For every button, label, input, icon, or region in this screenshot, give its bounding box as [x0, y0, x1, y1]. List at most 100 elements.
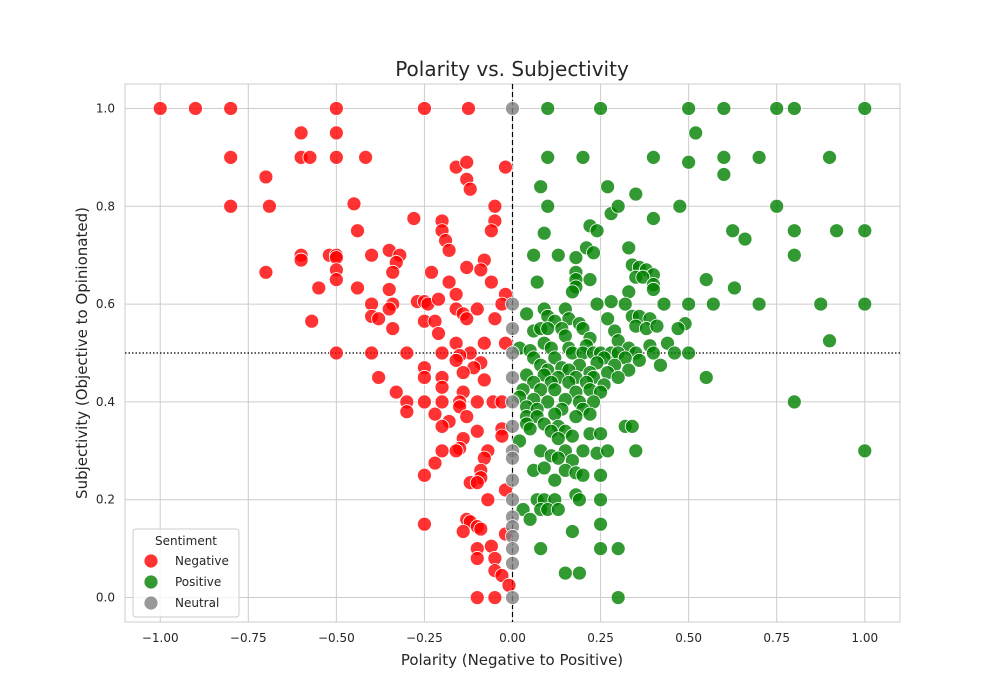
- point-neutral: [505, 296, 520, 312]
- point-positive: [572, 492, 587, 508]
- point-positive: [751, 296, 767, 312]
- point-positive: [600, 179, 616, 195]
- point-negative: [434, 394, 450, 410]
- point-positive: [547, 472, 563, 488]
- point-positive: [550, 502, 566, 517]
- point-negative: [424, 264, 439, 280]
- point-positive: [540, 394, 556, 410]
- point-positive: [575, 467, 591, 483]
- point-negative: [427, 455, 443, 471]
- point-positive: [540, 101, 556, 116]
- point-positive: [628, 186, 644, 202]
- point-neutral: [505, 101, 520, 116]
- point-positive: [786, 247, 802, 263]
- point-positive: [653, 357, 668, 373]
- point-negative: [483, 223, 499, 239]
- point-negative: [399, 345, 415, 361]
- point-positive: [586, 245, 601, 261]
- point-positive: [610, 370, 626, 385]
- point-negative: [434, 443, 450, 459]
- point-positive: [646, 282, 661, 297]
- y-tick-label: 0.6: [96, 297, 115, 311]
- point-positive: [681, 154, 697, 170]
- point-neutral: [505, 492, 520, 508]
- point-positive: [716, 101, 732, 116]
- point-positive: [564, 428, 580, 444]
- point-negative: [304, 313, 320, 329]
- point-positive: [822, 333, 837, 349]
- point-positive: [550, 450, 566, 466]
- point-positive: [593, 516, 608, 532]
- point-positive: [533, 541, 549, 557]
- point-positive: [593, 101, 608, 116]
- point-negative: [302, 149, 318, 165]
- point-positive: [540, 198, 556, 214]
- point-negative: [462, 181, 478, 197]
- y-axis-label: Subjectivity (Objective to Opinionated): [73, 207, 91, 499]
- point-positive: [589, 223, 605, 239]
- point-positive: [589, 296, 605, 312]
- point-positive: [533, 179, 549, 195]
- point-negative: [431, 326, 446, 341]
- point-positive: [593, 492, 608, 508]
- point-negative: [455, 524, 471, 539]
- legend: Sentiment Negative Positive Neutral: [132, 528, 240, 618]
- point-negative: [480, 492, 496, 508]
- point-negative: [431, 291, 446, 307]
- point-negative: [469, 423, 485, 439]
- x-tick-label: −0.25: [406, 631, 443, 645]
- point-positive: [529, 274, 545, 290]
- point-neutral: [505, 541, 520, 557]
- point-positive: [786, 394, 802, 410]
- point-positive: [769, 198, 785, 214]
- point-positive: [621, 362, 637, 378]
- point-positive: [547, 382, 563, 398]
- point-negative: [385, 321, 401, 336]
- point-negative: [427, 406, 443, 422]
- point-negative: [381, 282, 397, 297]
- point-positive: [593, 541, 608, 557]
- point-positive: [526, 247, 542, 263]
- point-positive: [813, 296, 829, 312]
- point-negative: [476, 450, 492, 466]
- point-positive: [557, 565, 573, 581]
- point-positive: [681, 345, 697, 361]
- point-negative: [417, 101, 432, 116]
- point-neutral: [505, 590, 520, 605]
- point-positive: [575, 443, 591, 459]
- point-negative: [223, 101, 239, 116]
- point-negative: [346, 196, 362, 212]
- point-positive: [751, 149, 767, 165]
- point-negative: [152, 101, 168, 116]
- point-negative: [448, 286, 464, 302]
- x-tick-label: 0.50: [675, 631, 702, 645]
- point-negative: [487, 198, 503, 214]
- point-positive: [621, 240, 637, 256]
- point-negative: [473, 521, 489, 537]
- point-negative: [487, 590, 503, 605]
- point-negative: [258, 264, 274, 280]
- y-tick-label: 0.0: [96, 591, 115, 605]
- point-positive: [628, 443, 644, 459]
- point-positive: [667, 345, 682, 361]
- point-positive: [857, 101, 873, 116]
- x-tick-label: 0.00: [499, 631, 526, 645]
- point-neutral: [505, 345, 520, 361]
- point-negative: [364, 345, 379, 361]
- point-positive: [572, 565, 587, 581]
- point-negative: [371, 370, 387, 385]
- legend-box: [132, 528, 240, 618]
- point-negative: [328, 101, 344, 116]
- point-negative: [469, 551, 485, 566]
- point-neutral: [505, 370, 520, 385]
- x-tick-label: 0.75: [763, 631, 790, 645]
- point-positive: [635, 269, 651, 285]
- y-tick-label: 0.8: [96, 199, 115, 213]
- point-positive: [769, 101, 785, 116]
- point-positive: [564, 284, 580, 300]
- point-positive: [522, 511, 538, 527]
- point-positive: [656, 296, 672, 312]
- point-negative: [448, 335, 464, 351]
- point-positive: [649, 318, 665, 334]
